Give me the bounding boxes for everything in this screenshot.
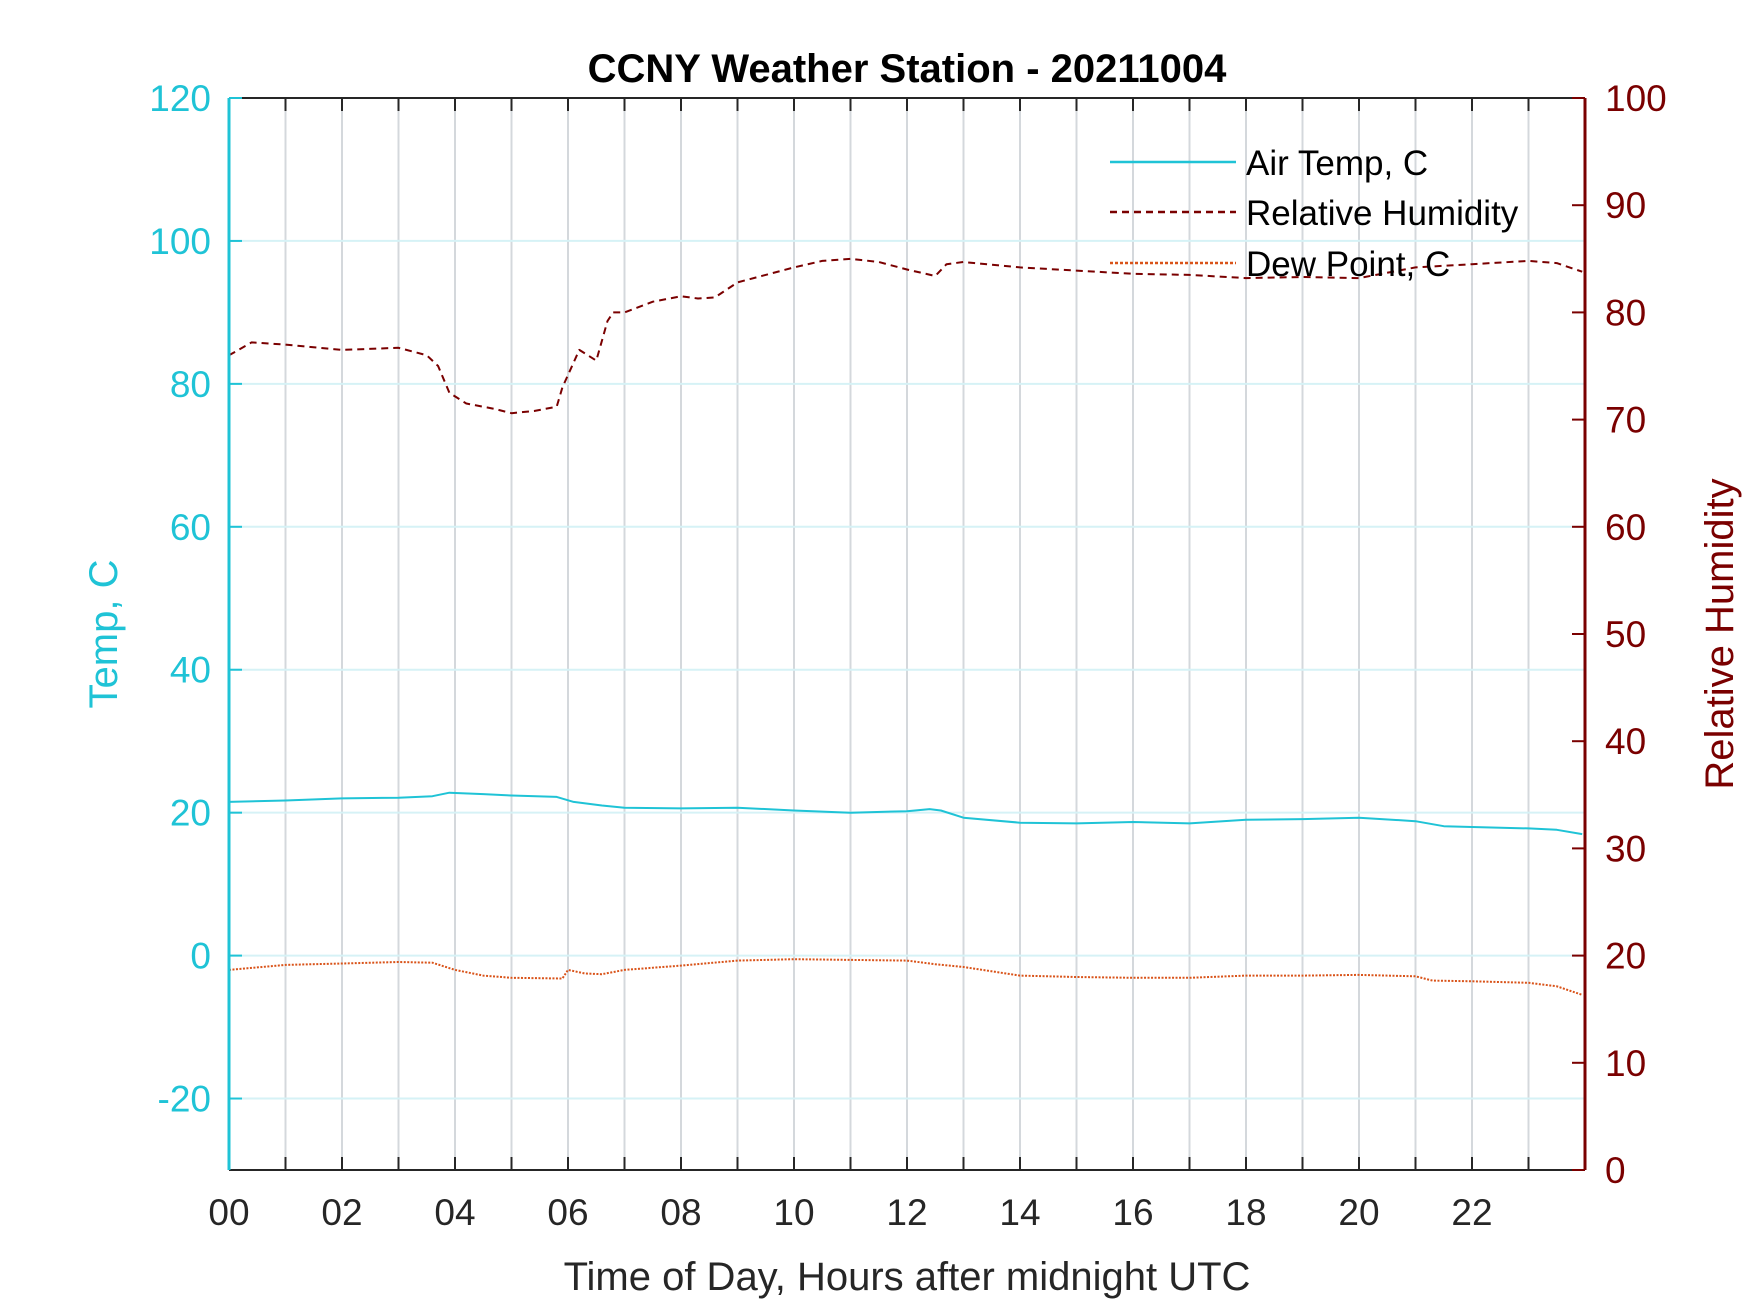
grid-layer	[229, 98, 1585, 1170]
y-axis-right-label: Relative Humidity	[1698, 478, 1742, 789]
x-tick-label: 08	[660, 1192, 701, 1233]
y-left-tick-label: 80	[170, 364, 211, 405]
y-right-tick-label: 50	[1605, 614, 1646, 655]
y-left-tick-label: 20	[170, 793, 211, 834]
y-left-tick-label: 40	[170, 650, 211, 691]
y-right-tick-label: 100	[1605, 78, 1667, 119]
x-tick-label: 06	[547, 1192, 588, 1233]
y-right-tick-label: 60	[1605, 507, 1646, 548]
dew-point-line	[228, 958, 1583, 996]
x-tick-label: 12	[886, 1192, 927, 1233]
x-tick-label: 20	[1338, 1192, 1379, 1233]
x-tick-label: 18	[1225, 1192, 1266, 1233]
y-right-tick-label: 40	[1605, 721, 1646, 762]
y-left-tick-label: -20	[158, 1079, 211, 1120]
y-right-tick-label: 10	[1605, 1043, 1646, 1084]
y-right-tick-label: 30	[1605, 828, 1646, 869]
y-right-tick-label: 90	[1605, 185, 1646, 226]
x-tick-label: 02	[321, 1192, 362, 1233]
legend-label-dew-point: Dew Point, C	[1246, 245, 1450, 284]
x-axis-label: Time of Day, Hours after midnight UTC	[564, 1255, 1251, 1299]
x-tick-label: 04	[434, 1192, 475, 1233]
series-layer	[228, 257, 1583, 996]
x-tick-label: 10	[773, 1192, 814, 1233]
y-left-tick-label: 100	[149, 221, 211, 262]
x-tick-label: 16	[1112, 1192, 1153, 1233]
ticks-layer: 00 02 04 06 08 10 12 14 16 18 20 22-200204060801001…	[149, 78, 1666, 1233]
y-right-tick-label: 70	[1605, 400, 1646, 441]
y-axis-left-label: Temp, C	[82, 560, 126, 709]
x-tick-label: 00	[208, 1192, 249, 1233]
legend: Air Temp, C Relative Humidity Dew Point,…	[1110, 144, 1519, 284]
legend-label-relative-humidity: Relative Humidity	[1246, 194, 1519, 233]
y-right-tick-label: 0	[1605, 1150, 1626, 1191]
relative-humidity-line	[228, 257, 1583, 415]
y-right-tick-label: 80	[1605, 292, 1646, 333]
x-tick-label: 14	[999, 1192, 1040, 1233]
y-left-tick-label: 60	[170, 507, 211, 548]
legend-label-air-temp: Air Temp, C	[1246, 144, 1428, 183]
y-left-tick-label: 0	[190, 936, 211, 977]
air-temp-line	[228, 791, 1583, 836]
chart-title: CCNY Weather Station - 20211004	[588, 47, 1228, 91]
x-tick-label: 22	[1451, 1192, 1492, 1233]
y-left-tick-label: 120	[149, 78, 211, 119]
y-right-tick-label: 20	[1605, 936, 1646, 977]
